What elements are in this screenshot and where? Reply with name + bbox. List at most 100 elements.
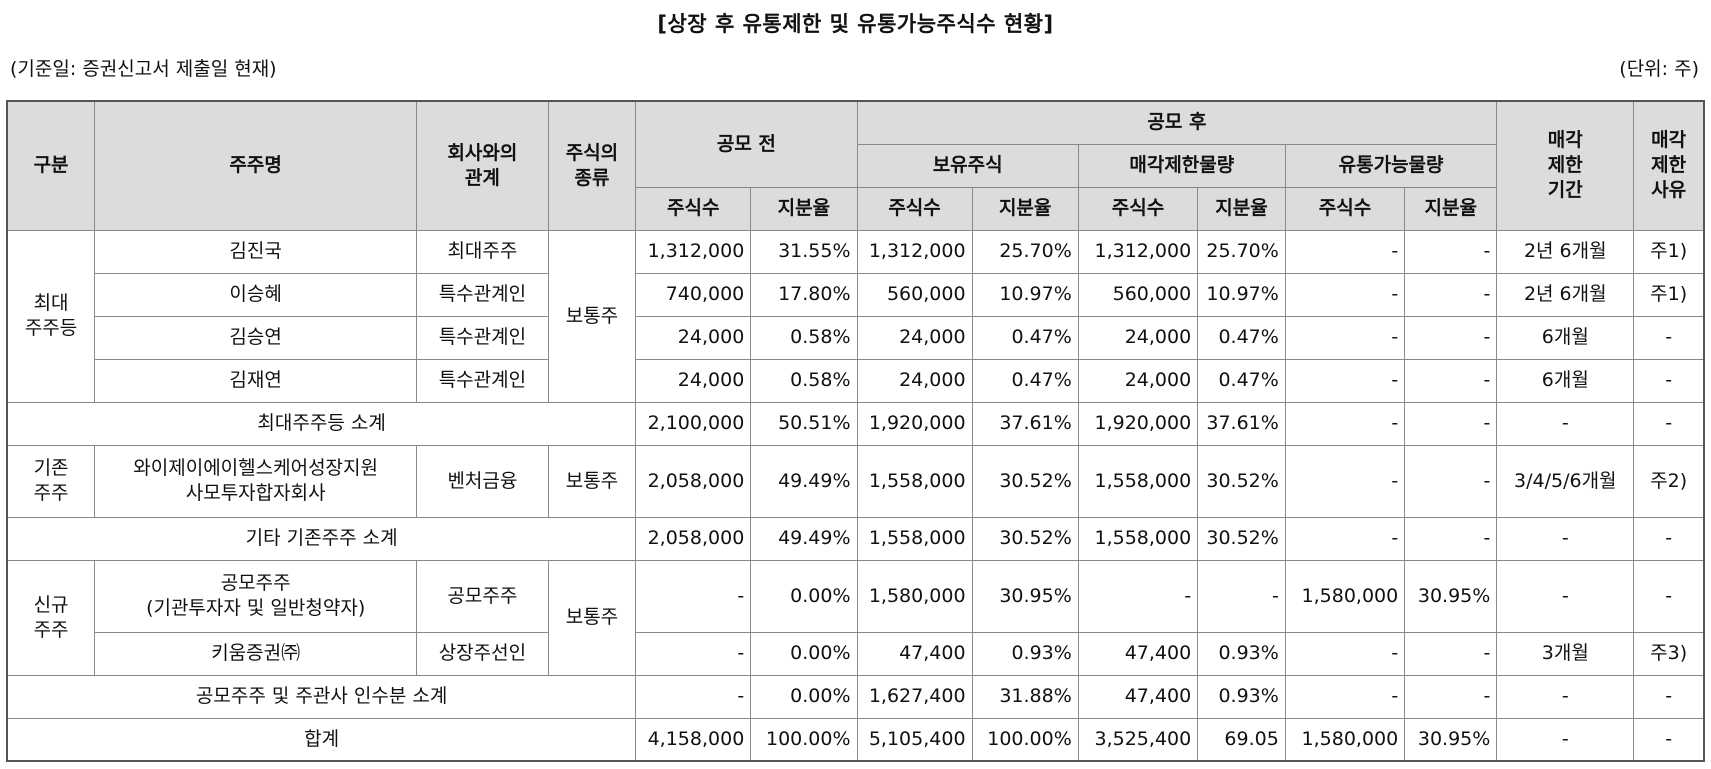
header-pre-shares: 주식수 bbox=[635, 186, 752, 231]
header-holder: 주주명 bbox=[94, 100, 418, 231]
group-largest-line1: 최대 bbox=[33, 292, 69, 314]
restricted-shares: 47,400 bbox=[1077, 674, 1199, 719]
header-period-line3: 기간 bbox=[1547, 179, 1583, 202]
tradable-ratio: - bbox=[1404, 444, 1498, 518]
group-new-line2: 주주 bbox=[33, 618, 69, 641]
header-pre-ratio: 지분율 bbox=[750, 186, 858, 231]
table-row: 김재연 특수관계인 24,000 0.58% 24,000 0.47% 24,0… bbox=[7, 358, 1705, 403]
header-restricted: 매각제한물량 bbox=[1077, 143, 1286, 188]
reference-date-note: (기준일: 증권신고서 제출일 현재) bbox=[10, 58, 277, 80]
restricted-shares: 1,312,000 bbox=[1077, 229, 1199, 274]
tradable-ratio: 30.95% bbox=[1404, 717, 1498, 762]
group-largest-shareholders: 최대 주주등 bbox=[6, 229, 96, 403]
pre-shares: 24,000 bbox=[635, 315, 752, 360]
tradable-ratio: 30.95% bbox=[1404, 559, 1498, 633]
hold-shares: 1,627,400 bbox=[856, 674, 973, 719]
tradable-shares: 1,580,000 bbox=[1284, 717, 1406, 762]
holder-name: 이승혜 bbox=[94, 272, 418, 317]
header-reason-line1: 매각 bbox=[1651, 129, 1687, 152]
lockup-reason: 주1) bbox=[1633, 229, 1705, 274]
stock-type: 보통주 bbox=[547, 229, 637, 403]
tradable-shares: - bbox=[1284, 631, 1406, 676]
header-res-shares: 주식수 bbox=[1077, 186, 1199, 231]
header-hold-ratio: 지분율 bbox=[971, 186, 1079, 231]
pre-shares: 1,312,000 bbox=[635, 229, 752, 274]
restricted-ratio: 37.61% bbox=[1197, 401, 1286, 446]
pre-shares: - bbox=[635, 559, 752, 633]
tradable-shares: - bbox=[1284, 358, 1406, 403]
lockup-reason: - bbox=[1633, 717, 1705, 762]
table-title: [상장 후 유통제한 및 유통가능주식수 현황] bbox=[657, 12, 1054, 36]
tradable-shares: 1,580,000 bbox=[1284, 559, 1406, 633]
table-row: 기존 주주 와이제이에이헬스케어성장지원 사모투자합자회사 벤처금융 보통주 2… bbox=[6, 444, 1705, 518]
table-row: 최대 주주등 김진국 최대주주 보통주 1,312,000 31.55% 1,3… bbox=[6, 229, 1705, 403]
tradable-ratio: - bbox=[1404, 631, 1498, 676]
hold-shares: 24,000 bbox=[856, 315, 973, 360]
pre-ratio: 0.00% bbox=[750, 674, 858, 719]
pre-shares: 24,000 bbox=[635, 358, 752, 403]
header-post-ipo: 공모 후 bbox=[856, 100, 1498, 145]
lockup-reason: - bbox=[1633, 358, 1705, 403]
lockup-period: 2년 6개월 bbox=[1496, 229, 1635, 274]
header-tradable: 유통가능물량 bbox=[1284, 143, 1498, 188]
group-new-line1: 신규 bbox=[33, 593, 69, 616]
tradable-shares: - bbox=[1284, 401, 1406, 446]
group-existing-line2: 주주 bbox=[33, 482, 69, 504]
hold-ratio: 0.47% bbox=[971, 358, 1079, 403]
holder-name: 김승연 bbox=[94, 315, 418, 360]
tradable-ratio: - bbox=[1404, 358, 1498, 403]
tradable-ratio: - bbox=[1404, 401, 1498, 446]
holder-name-line2: 사모투자합자회사 bbox=[185, 482, 326, 504]
relation: 최대주주 bbox=[416, 229, 549, 274]
tradable-ratio: - bbox=[1404, 315, 1498, 360]
lockup-period: - bbox=[1496, 717, 1635, 762]
lockup-reason: - bbox=[1633, 674, 1705, 719]
hold-ratio: 10.97% bbox=[971, 272, 1079, 317]
lockup-period: 6개월 bbox=[1496, 315, 1635, 360]
restricted-shares: 560,000 bbox=[1077, 272, 1199, 317]
hold-shares: 1,558,000 bbox=[856, 444, 973, 518]
tradable-shares: - bbox=[1284, 315, 1406, 360]
relation: 특수관계인 bbox=[416, 358, 549, 403]
hold-ratio: 30.52% bbox=[971, 516, 1079, 561]
pre-shares: 2,058,000 bbox=[635, 516, 752, 561]
table-row: 키움증권㈜ 상장주선인 - 0.00% 47,400 0.93% 47,400 … bbox=[7, 631, 1705, 676]
header-reason-line2: 제한 bbox=[1651, 154, 1687, 177]
restricted-shares: 1,920,000 bbox=[1077, 401, 1199, 446]
hold-ratio: 0.47% bbox=[971, 315, 1079, 360]
lockup-reason: - bbox=[1633, 559, 1705, 633]
tradable-shares: - bbox=[1284, 516, 1406, 561]
hold-shares: 1,312,000 bbox=[856, 229, 973, 274]
lockup-period: 2년 6개월 bbox=[1496, 272, 1635, 317]
pre-ratio: 49.49% bbox=[750, 444, 858, 518]
lockup-reason: - bbox=[1633, 516, 1705, 561]
group-new-shareholders: 신규 주주 bbox=[6, 559, 96, 676]
header-period-line2: 제한 bbox=[1547, 154, 1583, 177]
hold-ratio: 30.95% bbox=[971, 559, 1079, 633]
lockup-period: 6개월 bbox=[1496, 358, 1635, 403]
group-largest-line2: 주주등 bbox=[24, 317, 78, 339]
group-existing-line1: 기존 bbox=[33, 457, 69, 479]
restricted-shares: 24,000 bbox=[1077, 358, 1199, 403]
restricted-ratio: 0.47% bbox=[1197, 358, 1286, 403]
holder-name: 와이제이에이헬스케어성장지원 사모투자합자회사 bbox=[94, 444, 418, 518]
restricted-ratio: 0.47% bbox=[1197, 315, 1286, 360]
header-lockup-reason: 매각 제한 사유 bbox=[1633, 100, 1705, 231]
table-row: 이승혜 특수관계인 740,000 17.80% 560,000 10.97% … bbox=[7, 272, 1705, 317]
holder-name-line1: 와이제이에이헬스케어성장지원 bbox=[133, 457, 379, 479]
restricted-ratio: 30.52% bbox=[1197, 516, 1286, 561]
header-reason-line3: 사유 bbox=[1651, 179, 1687, 202]
hold-ratio: 100.00% bbox=[971, 717, 1079, 762]
table-header: 구분 주주명 회사와의 관계 주식의 종류 공모 전 공모 후 매각 제한 기간… bbox=[6, 100, 1705, 231]
lockup-period: 3개월 bbox=[1496, 631, 1635, 676]
relation: 공모주주 bbox=[416, 559, 549, 633]
header-holding: 보유주식 bbox=[856, 143, 1079, 188]
header-relation-line2: 관계 bbox=[464, 166, 500, 189]
lockup-reason: - bbox=[1633, 315, 1705, 360]
holder-name-line1: 공모주주 bbox=[220, 572, 291, 594]
hold-shares: 47,400 bbox=[856, 631, 973, 676]
hold-shares: 1,558,000 bbox=[856, 516, 973, 561]
subtotal-label: 기타 기존주주 소계 bbox=[6, 516, 637, 561]
header-res-ratio: 지분율 bbox=[1197, 186, 1286, 231]
pre-ratio: 0.58% bbox=[750, 315, 858, 360]
